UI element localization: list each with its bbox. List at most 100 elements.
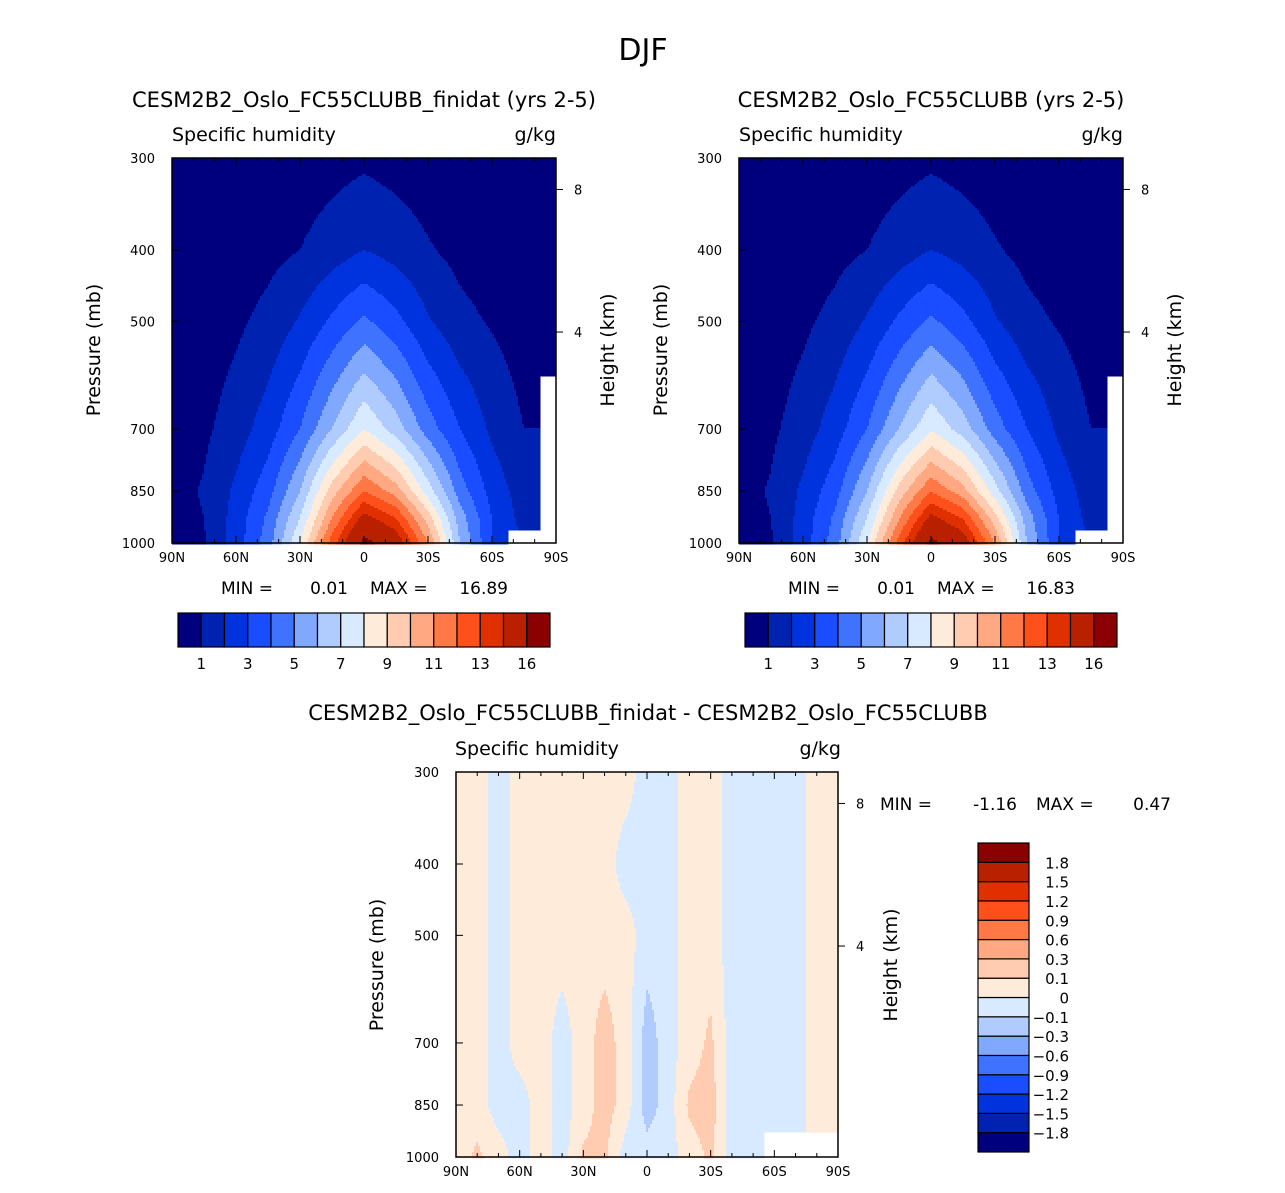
contour-band xyxy=(428,540,435,543)
contour-band xyxy=(913,464,928,467)
contour-band xyxy=(775,446,812,449)
contour-band xyxy=(226,378,271,381)
contour-band xyxy=(424,354,455,357)
contour-band xyxy=(1089,422,1108,425)
contour-band xyxy=(238,346,283,349)
contour-band xyxy=(953,298,990,301)
contour-band xyxy=(803,470,830,473)
contour-band xyxy=(204,522,227,525)
contour-band xyxy=(352,358,381,361)
contour-band xyxy=(793,534,812,537)
contour-band xyxy=(440,540,447,543)
contour-band xyxy=(973,508,984,511)
contour-band xyxy=(769,478,802,481)
contour-band xyxy=(739,206,892,209)
contour-band xyxy=(446,536,453,539)
contour-band xyxy=(863,378,886,381)
contour-band xyxy=(911,404,930,407)
contour-band xyxy=(356,484,379,487)
contour-band xyxy=(348,478,363,481)
contour-band xyxy=(426,402,451,405)
contour-band xyxy=(1047,532,1060,535)
contour-band xyxy=(971,480,984,483)
contour-band xyxy=(302,452,317,455)
contour-band xyxy=(1007,482,1020,485)
contour-band xyxy=(919,442,950,445)
contour-band xyxy=(522,414,541,417)
contour-band xyxy=(480,528,493,531)
contour-band xyxy=(1031,510,1044,513)
contour-band xyxy=(258,408,285,411)
contour-band xyxy=(376,496,397,499)
contour-band xyxy=(903,420,922,423)
contour-band xyxy=(428,458,443,461)
contour-band xyxy=(973,396,992,399)
contour-band xyxy=(430,462,445,465)
contour-band xyxy=(983,480,996,483)
contour-band xyxy=(360,516,373,519)
contour-band xyxy=(278,428,301,431)
contour-band xyxy=(322,410,341,413)
contour-band xyxy=(773,532,794,535)
contour-band xyxy=(370,348,399,351)
contour-band xyxy=(847,468,864,471)
contour-band xyxy=(987,426,1006,429)
contour-band xyxy=(869,366,892,369)
contour-band xyxy=(620,836,679,839)
contour-band xyxy=(678,806,723,809)
contour-band xyxy=(198,494,231,497)
contour-band xyxy=(244,446,273,449)
contour-band xyxy=(883,474,894,477)
contour-band xyxy=(829,534,842,537)
contour-band xyxy=(628,814,679,817)
contour-band xyxy=(172,362,233,365)
contour-band xyxy=(967,490,978,493)
contour-band xyxy=(811,538,828,541)
contour-band xyxy=(300,248,437,251)
contour-band xyxy=(1059,534,1076,537)
contour-band xyxy=(1013,260,1124,263)
contour-band xyxy=(771,466,806,469)
contour-band xyxy=(739,436,778,439)
contour-band xyxy=(304,362,327,365)
contour-band xyxy=(815,514,834,517)
contour-band xyxy=(290,480,305,483)
contour-band xyxy=(288,518,301,521)
contour-band xyxy=(356,510,383,513)
contour-band xyxy=(488,816,511,819)
contour-band xyxy=(480,472,505,475)
contour-band xyxy=(891,480,902,483)
contour-band xyxy=(739,468,772,471)
contour-band xyxy=(314,388,333,391)
contour-band xyxy=(396,482,407,485)
contour-band xyxy=(422,298,471,301)
contour-band xyxy=(172,298,261,301)
contour-band xyxy=(797,496,820,499)
contour-band xyxy=(418,424,437,427)
contour-band xyxy=(234,358,277,361)
contour-band xyxy=(1019,538,1028,541)
contour-band xyxy=(226,376,271,379)
contour-band xyxy=(172,454,207,457)
contour-band xyxy=(298,430,315,433)
contour-band xyxy=(993,308,1044,311)
contour-band xyxy=(342,434,359,437)
contour-band xyxy=(967,350,990,353)
contour-band xyxy=(925,380,938,383)
contour-band xyxy=(392,406,411,409)
contour-band xyxy=(460,502,475,505)
contour-band xyxy=(837,502,850,505)
contour-band xyxy=(202,512,229,515)
contour-band xyxy=(943,454,966,457)
contour-band xyxy=(975,362,996,365)
contour-band xyxy=(408,450,423,453)
contour-band xyxy=(933,446,956,449)
contour-band xyxy=(340,504,351,507)
contour-band xyxy=(793,376,838,379)
contour-band xyxy=(945,486,966,489)
contour-band xyxy=(288,516,301,519)
contour-band xyxy=(622,830,679,833)
contour-band xyxy=(310,296,347,299)
contour-band xyxy=(306,444,321,447)
contour-band xyxy=(879,528,888,531)
